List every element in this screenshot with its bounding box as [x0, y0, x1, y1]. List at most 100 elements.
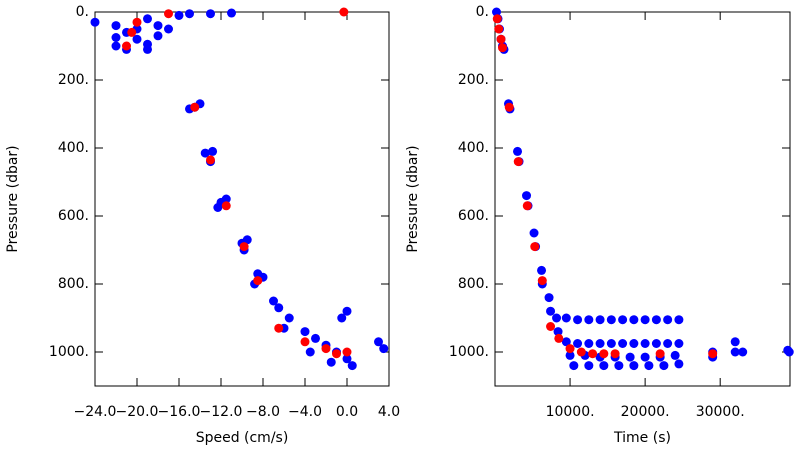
data-point: [494, 24, 504, 34]
data-point: [730, 347, 740, 357]
x-tick-label: −24.0: [74, 404, 117, 420]
plot-frame: [494, 11, 791, 387]
x-tick-label: 0.0: [336, 404, 358, 420]
data-point: [337, 313, 347, 323]
data-point: [221, 201, 231, 211]
data-point: [132, 17, 142, 27]
data-point: [529, 228, 539, 238]
data-point: [342, 306, 352, 316]
data-point: [342, 354, 352, 364]
y-tick-label: 800.: [458, 276, 489, 292]
data-point: [164, 9, 173, 19]
data-point: [492, 7, 502, 17]
data-point: [274, 303, 284, 313]
data-point: [618, 315, 628, 325]
data-point: [674, 359, 684, 369]
data-point: [153, 21, 163, 31]
data-point: [227, 8, 236, 18]
data-point: [599, 349, 609, 359]
data-point: [239, 242, 249, 252]
x-tick-label: −16.0: [158, 404, 201, 420]
data-point: [625, 352, 635, 362]
data-point: [663, 315, 673, 325]
x-axis-label: Speed (cm/s): [196, 430, 289, 446]
data-point: [629, 315, 639, 325]
data-point: [610, 349, 620, 359]
data-point: [569, 361, 579, 371]
data-point: [552, 313, 562, 323]
data-point: [546, 322, 556, 331]
data-point: [342, 347, 352, 357]
data-point: [143, 14, 152, 24]
y-tick-label: 1000.: [49, 344, 89, 360]
data-point: [326, 357, 336, 367]
data-point: [674, 339, 684, 348]
x-tick-label: −12.0: [200, 404, 243, 420]
data-point: [185, 9, 194, 19]
data-point: [553, 327, 563, 337]
data-point: [584, 315, 594, 325]
data-point: [670, 350, 680, 360]
data-point: [644, 361, 654, 371]
data-point: [640, 352, 650, 362]
data-point: [618, 339, 628, 348]
data-point: [111, 21, 121, 31]
data-point: [576, 347, 586, 357]
data-point: [537, 265, 547, 275]
data-point: [208, 146, 218, 156]
data-point: [200, 148, 210, 158]
y-axis-label: Pressure (dbar): [5, 145, 21, 252]
y-tick-label: 400.: [458, 140, 489, 156]
x-tick-label: −20.0: [116, 404, 159, 420]
data-point: [614, 361, 624, 371]
data-point: [492, 14, 502, 24]
data-point: [164, 24, 173, 34]
data-point: [522, 191, 532, 201]
data-point: [242, 235, 252, 245]
data-point: [379, 344, 389, 354]
x-tick-label: −4.0: [288, 404, 322, 420]
x-tick-label: 10000.: [546, 404, 595, 420]
data-point: [595, 315, 605, 325]
x-tick-label: 4.0: [378, 404, 400, 420]
data-point: [190, 102, 200, 112]
data-point: [374, 337, 383, 347]
data-point: [651, 315, 661, 325]
data-point: [606, 339, 616, 348]
data-point: [143, 39, 152, 49]
data-point: [584, 361, 594, 371]
data-point: [530, 242, 540, 252]
y-tick-label: 400.: [58, 140, 89, 156]
data-point: [300, 327, 310, 337]
x-axis-label: Time (s): [613, 430, 671, 446]
data-point: [321, 344, 331, 354]
data-point: [730, 337, 740, 347]
data-point: [513, 157, 523, 167]
data-point: [738, 347, 748, 357]
data-point: [584, 339, 594, 348]
data-point: [269, 296, 278, 306]
data-point: [599, 361, 609, 371]
data-point: [561, 337, 571, 347]
data-point: [274, 323, 284, 333]
data-point: [544, 293, 554, 303]
data-point: [122, 41, 131, 51]
y-tick-label: 600.: [58, 208, 89, 224]
data-point: [153, 31, 163, 41]
data-point: [663, 339, 673, 348]
data-point: [253, 276, 263, 286]
data-point: [213, 203, 223, 212]
data-point: [305, 347, 315, 357]
data-point: [111, 41, 121, 51]
data-point: [284, 313, 294, 323]
data-point: [311, 333, 320, 343]
data-point: [339, 7, 349, 17]
data-point: [132, 34, 142, 44]
x-tick-label: 30000.: [696, 404, 745, 420]
data-point: [595, 339, 605, 348]
data-point: [655, 349, 665, 359]
data-point: [347, 361, 357, 371]
data-point: [174, 10, 184, 20]
data-point: [708, 349, 718, 359]
